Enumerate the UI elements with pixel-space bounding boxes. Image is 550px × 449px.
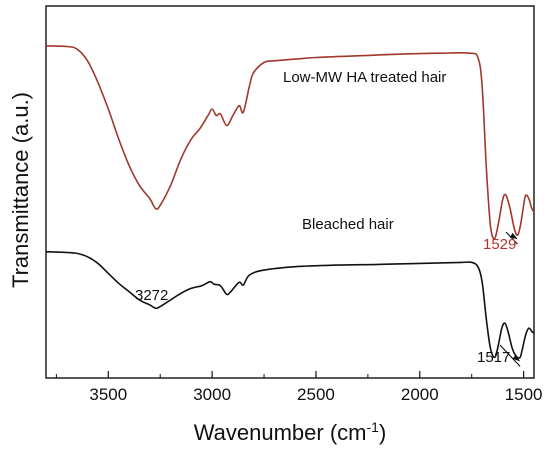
peak-label-1529: 1529 xyxy=(483,236,516,253)
peak-label-3272: 3272 xyxy=(135,287,168,304)
x-tick-label-1500: 1500 xyxy=(505,385,543,404)
x-axis-title: Wavenumber (cm-1) xyxy=(194,419,387,445)
series-label-bleached: Bleached hair xyxy=(302,216,394,233)
series-label-ha: Low-MW HA treated hair xyxy=(283,69,446,86)
plot-frame xyxy=(45,5,535,379)
arrow-1529 xyxy=(505,231,518,245)
x-tick-label-2000: 2000 xyxy=(401,385,439,404)
y-axis-title: Transmittance (a.u.) xyxy=(8,92,33,288)
arrow-1517 xyxy=(499,344,521,367)
x-axis-ticks xyxy=(55,371,525,378)
x-tick-label-3500: 3500 xyxy=(89,385,127,404)
series-line-ha-treated xyxy=(45,45,535,240)
peak-label-1517: 1517 xyxy=(477,349,510,366)
x-axis-tick-labels: 3500 3000 2500 2000 1500 xyxy=(89,385,542,404)
arrow-1517-head xyxy=(512,354,521,362)
x-tick-label-2500: 2500 xyxy=(297,385,335,404)
series-group xyxy=(45,45,535,359)
x-tick-label-3000: 3000 xyxy=(193,385,231,404)
arrow-1529-head xyxy=(509,232,518,240)
series-line-bleached xyxy=(45,251,535,359)
